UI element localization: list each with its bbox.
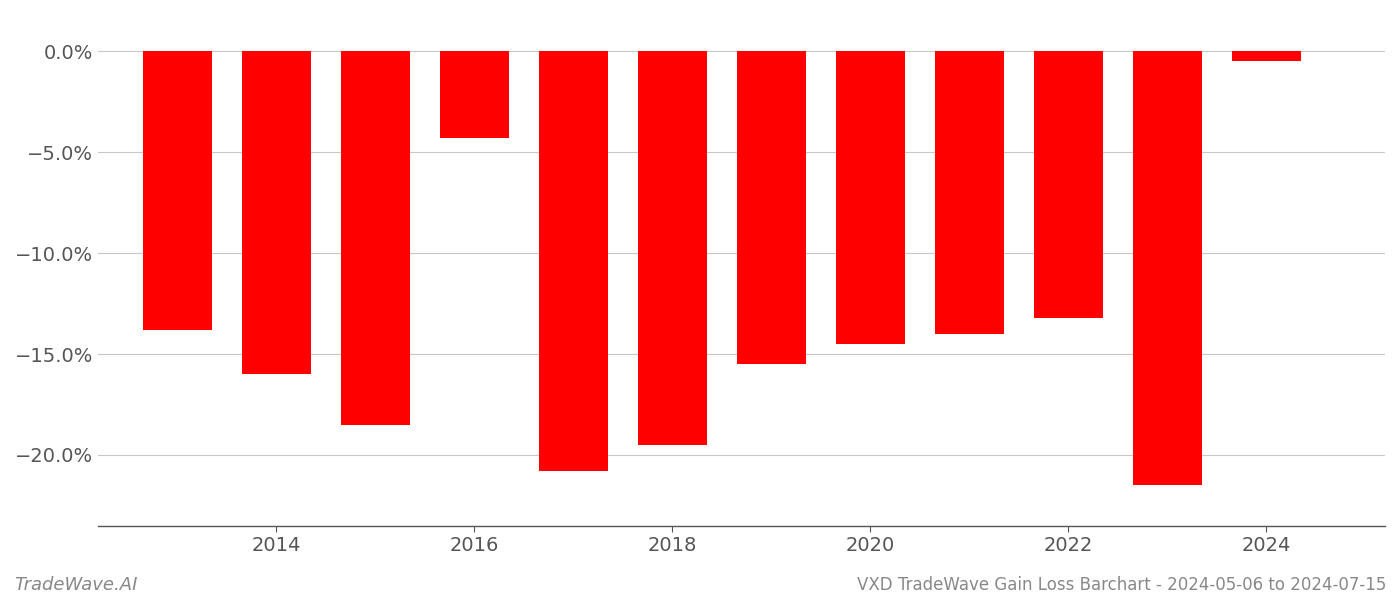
Bar bbox=[935, 52, 1004, 334]
Bar bbox=[242, 52, 311, 374]
Text: TradeWave.AI: TradeWave.AI bbox=[14, 576, 137, 594]
Bar bbox=[1033, 52, 1103, 318]
Bar bbox=[736, 52, 806, 364]
Bar bbox=[637, 52, 707, 445]
Bar bbox=[440, 52, 510, 138]
Bar bbox=[340, 52, 410, 425]
Bar bbox=[143, 52, 211, 330]
Bar bbox=[1133, 52, 1201, 485]
Bar bbox=[539, 52, 608, 471]
Bar bbox=[1232, 52, 1301, 61]
Text: VXD TradeWave Gain Loss Barchart - 2024-05-06 to 2024-07-15: VXD TradeWave Gain Loss Barchart - 2024-… bbox=[857, 576, 1386, 594]
Bar bbox=[836, 52, 904, 344]
